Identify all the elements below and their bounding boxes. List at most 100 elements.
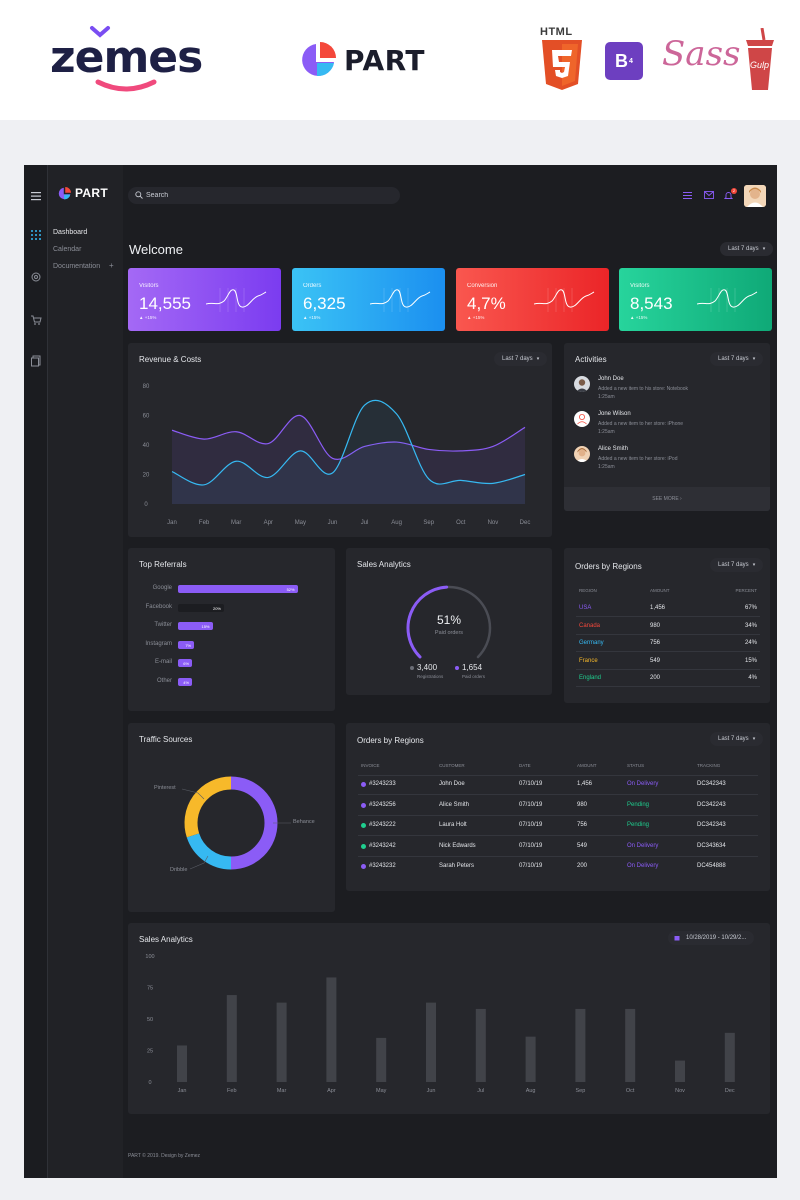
paid-value: 1,654 [462,663,483,672]
tracking-number: DC454888 [697,863,726,869]
range-dropdown[interactable]: Last 7 days ▾ [710,732,764,746]
stat-change: ▲ +15% [630,315,648,320]
stat-label: Conversion [467,283,498,289]
x-tick-label: Sep [576,1088,586,1094]
order-amount: 200 [577,863,588,869]
row-divider [576,668,760,670]
y-tick-label: 0 [148,1080,151,1086]
see-more-button[interactable]: SEE MORE › [564,487,770,511]
status-dot [361,843,366,849]
referral-row: Twitter 15% [128,621,328,631]
stat-value: 4,7% [467,294,506,313]
referral-row: Facebook 20% [128,603,328,613]
part-pie-icon [58,186,71,199]
referral-percent: 15% [201,624,210,630]
bar [177,1045,187,1082]
mail-icon[interactable] [704,191,714,199]
column-header: AMOUNT [650,588,670,593]
stat-label: Orders [303,283,322,289]
traffic-donut-chart [181,776,291,870]
x-tick-label: Jan [178,1088,187,1094]
stat-card[interactable]: Visitors 14,555 ▲ +15% [128,268,281,331]
referral-percent: 4% [183,680,189,685]
notification-badge: 2 [731,188,737,194]
stat-card[interactable]: Orders 6,325 ▲ +15% [292,268,445,331]
part-logo: PART [300,40,425,80]
avatar [574,376,590,392]
series-line [171,414,526,460]
column-header: STATUS [627,763,645,768]
sidebar-item-calendar[interactable]: Calendar [53,246,82,253]
stat-card[interactable]: Visitors 8,543 ▲ +15% [619,268,772,331]
sidebar-brand[interactable]: PART [58,186,108,200]
referral-row: Instagram 7% [128,640,328,650]
orders-card: Orders by Regions Last 7 days ▾ INVOICE CU… [346,723,770,891]
activity-time: 1:25am [598,394,615,400]
order-status: Pending [627,801,650,808]
search-input[interactable] [146,187,386,204]
referral-bar: 6% [178,659,192,668]
gulp-icon: Gulp [746,28,774,90]
row-divider [576,651,760,652]
referral-percent: 20% [212,605,221,611]
regions-card: Orders by Regions Last 7 days ▾ REGION AMO… [564,548,770,703]
tracking-number: DC342343 [697,781,726,787]
bar [426,1002,436,1082]
sidebar-item-dashboard[interactable]: Dashboard [53,229,88,236]
search-icon [135,191,143,199]
activity-time: 1:25am [598,464,615,470]
x-tick-label: Feb [199,520,210,526]
part-pie-icon [302,42,336,77]
x-tick-label: Dec [520,520,531,526]
user-avatar[interactable] [744,185,766,207]
bar [276,1002,287,1082]
search-bar [128,187,400,204]
range-dropdown[interactable]: Last 7 days ▾ [710,558,764,572]
range-dropdown[interactable]: Last 7 days ▾ [494,352,548,366]
sales-gauge-chart [406,585,492,659]
main-content: 2 Welcome Last 7 days▾ Visitors 14,555 ▲ +… [123,165,777,1178]
bell-icon[interactable] [724,191,733,200]
cart-icon[interactable] [30,314,42,326]
referral-label: Other [156,678,172,684]
brand-text: PART [75,186,108,200]
hamburger-icon[interactable] [30,190,42,202]
x-tick-label: Nov [488,520,499,526]
range-dropdown[interactable]: Last 7 days ▾ [710,352,764,366]
gear-icon[interactable] [30,271,42,283]
column-header: CUSTOMER [439,763,465,768]
svg-text:Gulp: Gulp [750,60,769,70]
sales-bar-chart: 0 25 50 75 100 Jan Feb Mar Apr May Jun Jul Aug Sep Oct… [145,954,735,1094]
sass-logo: Sass [662,34,741,74]
date-range-picker[interactable]: 10/28/2019 - 10/29/2... [668,931,755,945]
order-status: Pending [627,822,650,828]
column-header: TRACKING [697,763,721,768]
stat-card[interactable]: Conversion 4,7% ▲ +15% [456,268,609,331]
order-status: On Delivery [627,842,659,849]
list-icon[interactable] [683,191,692,199]
documents-icon[interactable] [30,355,42,367]
grid-icon[interactable] [30,229,42,241]
y-tick-label: 80 [143,384,150,390]
sidebar-item-documentation[interactable]: Documentation [53,263,101,270]
page-title: Welcome [129,242,183,257]
region-amount: 756 [650,640,661,646]
region-percent: 24% [744,640,757,646]
avatar [574,446,590,462]
order-amount: 756 [577,822,588,828]
card-title: Traffic Sources [139,735,193,744]
region-name: England [579,675,602,681]
card-title: Orders by Regions [575,562,642,571]
range-dropdown[interactable]: Last 7 days ▾ [720,242,774,256]
activity-desc: Added a new item to his store: Notebook [598,386,689,392]
expand-plus-icon[interactable]: + [109,261,114,270]
status-dot [361,782,366,787]
sparkline-icon [206,288,267,312]
zemes-accent-icon [90,26,157,92]
activities-card: Activities Last 7 days ▾ John Doe Added a… [564,343,770,511]
stat-change: ▲ +15% [303,315,321,320]
zemes-wordmark: zemes [50,32,203,83]
icon-rail [24,165,48,1178]
donut-slice [186,833,232,870]
